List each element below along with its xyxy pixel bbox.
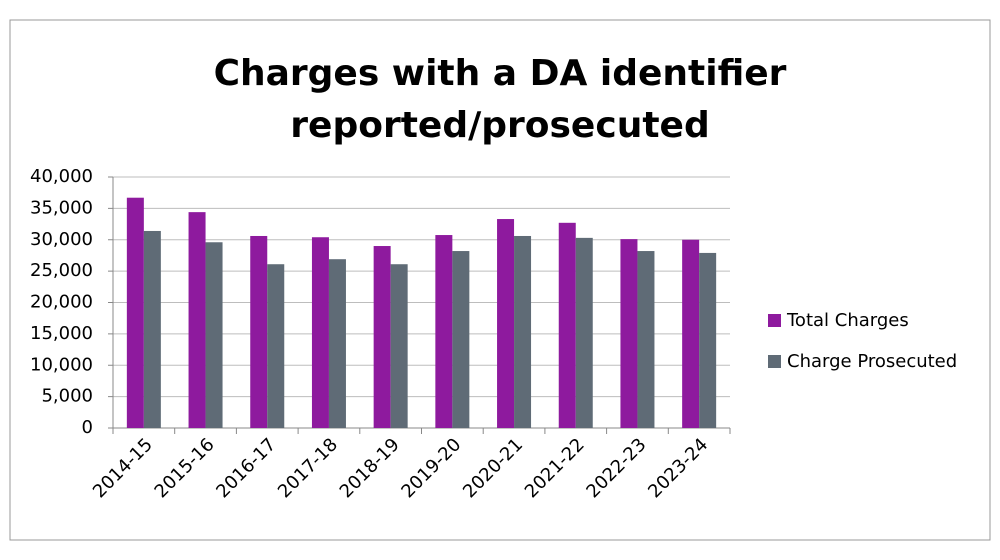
legend-swatch — [768, 314, 781, 327]
y-tick-label: 15,000 — [30, 323, 93, 344]
bar — [497, 219, 515, 428]
bar — [699, 252, 717, 428]
bar — [558, 222, 576, 428]
bar — [682, 239, 700, 428]
y-tick-label: 20,000 — [30, 292, 93, 313]
legend-swatch — [768, 355, 781, 368]
y-tick-label: 0 — [82, 417, 93, 438]
y-tick-label: 5,000 — [41, 386, 93, 407]
bar — [328, 259, 346, 428]
bar — [637, 251, 655, 428]
bar — [143, 230, 161, 428]
bar — [514, 235, 532, 428]
y-tick-label: 30,000 — [30, 229, 93, 250]
bar — [452, 251, 470, 428]
bar — [435, 235, 453, 428]
y-tick-label: 10,000 — [30, 354, 93, 375]
bar — [373, 246, 391, 428]
bar — [575, 237, 593, 428]
bar — [390, 264, 408, 428]
bar — [126, 197, 144, 428]
bar — [250, 235, 268, 428]
bar — [311, 237, 329, 428]
bar — [188, 212, 206, 428]
bar — [267, 264, 285, 428]
bar — [620, 239, 638, 428]
y-tick-label: 35,000 — [30, 197, 93, 218]
legend-label: Total Charges — [786, 310, 909, 331]
legend-label: Charge Prosecuted — [787, 351, 957, 372]
y-tick-label: 25,000 — [30, 260, 93, 281]
y-tick-label: 40,000 — [30, 166, 93, 187]
chart-title: Charges with a DA identifier reported/pr… — [213, 53, 787, 146]
bar — [205, 242, 223, 428]
